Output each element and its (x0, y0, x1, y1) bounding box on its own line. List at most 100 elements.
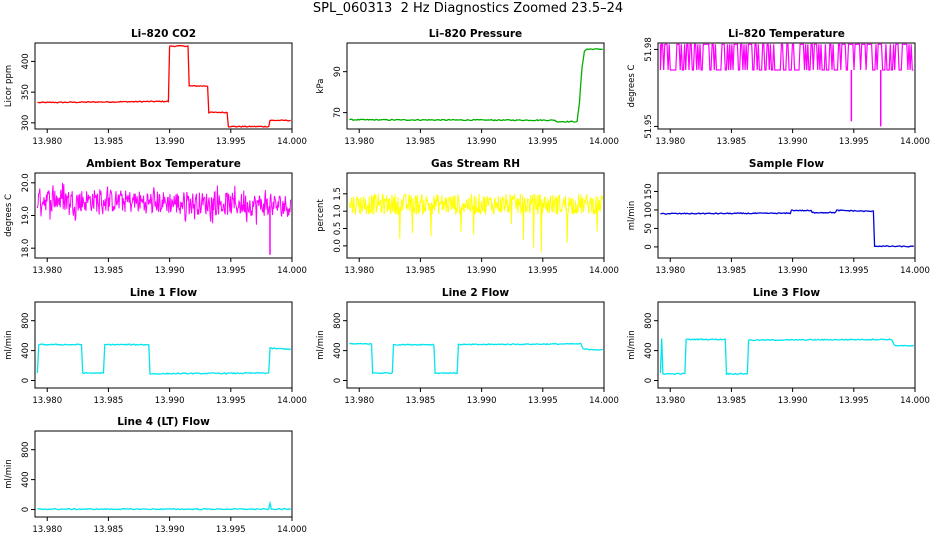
x-tick-label: 13.990 (467, 266, 497, 276)
plot-frame (34, 42, 293, 130)
series-line-1 (349, 342, 603, 375)
y-tick-label: 70 (333, 107, 343, 118)
y-tick-label: 19.0 (21, 206, 31, 225)
x-tick-label: 13.985 (406, 396, 436, 406)
chart-panel-5: Gas Stream RH 13.980 13.985 13.990 13.995 14.… (316, 158, 619, 276)
chart-title: Li–820 Temperature (728, 28, 845, 40)
x-tick-label: 13.980 (32, 525, 62, 535)
x-tick-label: 13.990 (467, 396, 497, 406)
y-tick-label: 800 (644, 313, 654, 329)
chart-title: Ambient Box Temperature (86, 158, 241, 170)
y-tick-label: 51.95 (644, 114, 654, 138)
y-tick-label: 20.0 (21, 173, 31, 192)
x-tick-label: 13.990 (155, 525, 185, 535)
series-line-1 (36, 343, 292, 375)
y-tick-label: 50 (644, 223, 654, 234)
y-tick-label: 800 (21, 313, 31, 329)
y-tick-label: 1.5 (333, 187, 343, 201)
x-tick-label: 14.000 (589, 137, 619, 147)
chart-panel-6: Sample Flow 13.980 13.985 13.990 13.995 14.00… (627, 158, 930, 276)
plot-frame (34, 301, 293, 389)
series-line-1 (660, 209, 914, 248)
x-tick-label: 13.985 (94, 266, 124, 276)
chart-title: Li–820 CO2 (131, 28, 196, 40)
data-area (348, 193, 604, 253)
y-axis-label: ml/min (4, 330, 14, 360)
plot-frame (657, 301, 916, 389)
y-tick-label: 400 (21, 471, 31, 487)
chart-panel-7: Line 1 Flow 13.980 13.985 13.990 13.995 14.00… (4, 287, 307, 406)
x-tick-label: 13.980 (655, 137, 685, 147)
chart-title: Line 1 Flow (130, 287, 197, 299)
series-line-1 (348, 193, 604, 253)
series-line-1 (37, 44, 291, 128)
y-axis-label: ml/min (627, 201, 637, 231)
chart-panel-10: Line 4 (LT) Flow 13.980 13.985 13.990 13.995… (4, 416, 307, 535)
series-line-1 (659, 338, 914, 376)
x-tick-label: 13.985 (717, 137, 747, 147)
data-area (349, 48, 604, 123)
series-line-1 (37, 500, 292, 511)
y-axis-label: Licor ppm (4, 65, 14, 107)
y-axis-label: degrees C (4, 194, 14, 237)
chart-panel-8: Line 2 Flow 13.980 13.985 13.990 13.995 14.00… (316, 287, 619, 406)
x-tick-label: 13.985 (717, 396, 747, 406)
x-tick-label: 13.985 (406, 266, 436, 276)
x-tick-label: 13.990 (467, 137, 497, 147)
x-tick-label: 13.995 (528, 396, 558, 406)
data-area (36, 182, 292, 255)
x-tick-label: 13.985 (94, 525, 124, 535)
x-tick-label: 13.995 (839, 266, 869, 276)
x-tick-label: 13.990 (778, 137, 808, 147)
plot-frame (34, 430, 293, 518)
x-tick-label: 14.000 (589, 396, 619, 406)
y-tick-label: 0 (333, 378, 343, 383)
y-tick-label: 0 (644, 378, 654, 383)
data-area (660, 209, 914, 248)
x-tick-label: 13.985 (717, 266, 747, 276)
y-tick-label: 18.0 (21, 239, 31, 258)
x-tick-label: 13.990 (778, 266, 808, 276)
series-line-1 (36, 182, 292, 225)
chart-title: Sample Flow (749, 158, 824, 170)
y-axis-label: ml/min (316, 330, 326, 360)
data-area (659, 338, 914, 376)
y-tick-label: 800 (21, 442, 31, 458)
plot-frame (346, 172, 605, 259)
x-tick-label: 13.995 (216, 137, 246, 147)
x-tick-label: 13.980 (655, 266, 685, 276)
chart-title: Line 3 Flow (753, 287, 820, 299)
x-tick-label: 13.980 (344, 137, 374, 147)
y-tick-label: 0.0 (333, 239, 343, 253)
x-tick-label: 13.990 (778, 396, 808, 406)
x-tick-label: 13.990 (155, 266, 185, 276)
y-tick-label: 0 (21, 507, 31, 512)
plot-frame (346, 301, 605, 389)
x-tick-label: 13.995 (528, 266, 558, 276)
chart-panel-4: Ambient Box Temperature 13.980 13.985 13.99… (4, 158, 307, 276)
chart-title: Li–820 Pressure (429, 28, 522, 40)
data-area (37, 500, 292, 511)
x-tick-label: 13.995 (528, 137, 558, 147)
x-tick-label: 14.000 (589, 266, 619, 276)
plot-frame (346, 42, 605, 130)
x-tick-label: 14.000 (277, 396, 307, 406)
data-area (37, 44, 291, 128)
data-area (659, 43, 914, 127)
y-axis-label: ml/min (4, 459, 14, 489)
data-area (36, 343, 292, 375)
data-area (349, 342, 603, 375)
series-line-1 (349, 48, 604, 123)
chart-panel-9: Line 3 Flow 13.980 13.985 13.990 13.995 14.00… (627, 287, 930, 406)
x-tick-label: 13.980 (32, 266, 62, 276)
x-tick-label: 14.000 (277, 525, 307, 535)
y-tick-label: 350 (21, 84, 31, 100)
x-tick-label: 14.000 (900, 266, 930, 276)
chart-panel-1: Li–820 CO2 13.980 13.985 13.990 13.995 14.000… (4, 28, 307, 147)
x-tick-label: 14.000 (900, 137, 930, 147)
x-tick-label: 13.985 (94, 396, 124, 406)
x-tick-label: 14.000 (277, 137, 307, 147)
y-axis-label: percent (316, 199, 326, 232)
y-tick-label: 150 (644, 183, 654, 199)
